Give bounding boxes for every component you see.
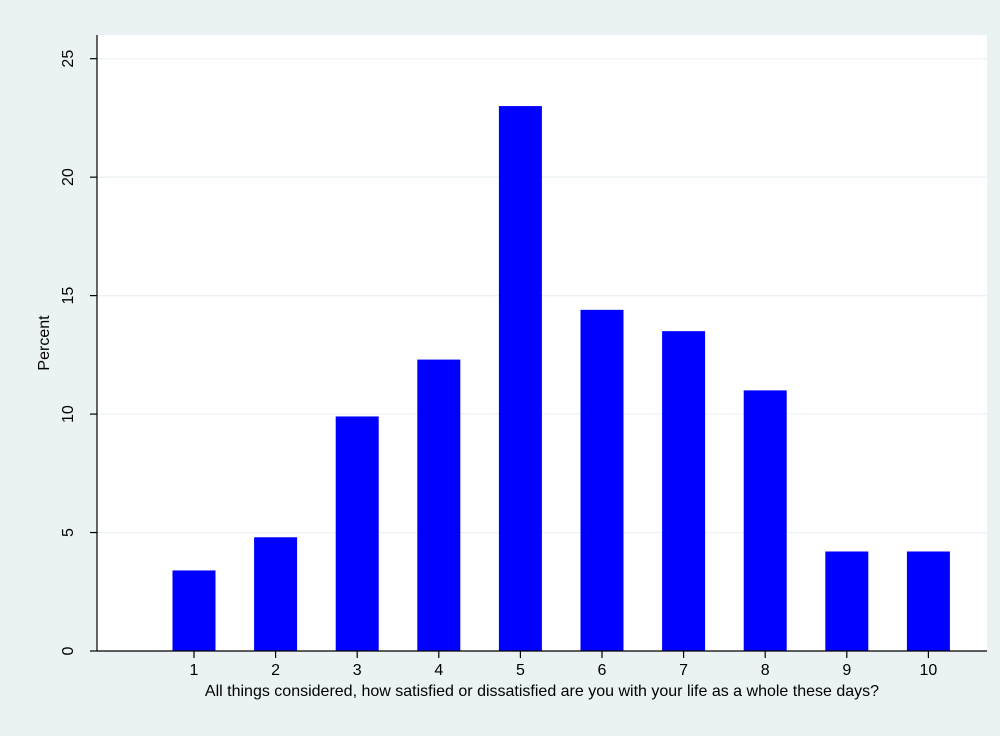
x-tick-label-4: 4 — [434, 662, 443, 679]
bar-2 — [254, 537, 298, 651]
bar-3 — [335, 416, 379, 651]
gridlines — [97, 58, 987, 534]
bar-7 — [662, 331, 706, 651]
x-tick-label-7: 7 — [679, 662, 688, 679]
bar-4 — [417, 359, 461, 651]
bar-8 — [743, 390, 787, 651]
x-tick-label-1: 1 — [190, 662, 199, 679]
x-tick-label-9: 9 — [842, 662, 851, 679]
y-tick-label-10: 10 — [60, 405, 77, 423]
x-tick-label-8: 8 — [761, 662, 770, 679]
x-tick-label-6: 6 — [598, 662, 607, 679]
x-axis-title: All things considered, how satisfied or … — [205, 683, 879, 700]
bars — [172, 106, 950, 652]
bar-10 — [906, 551, 950, 651]
y-tick-label-25: 25 — [60, 50, 77, 68]
bar-1 — [172, 570, 216, 651]
bar-6 — [580, 309, 624, 651]
bar-9 — [825, 551, 869, 651]
x-tick-label-3: 3 — [353, 662, 362, 679]
y-tick-label-15: 15 — [60, 287, 77, 305]
plot-area — [97, 35, 987, 651]
y-tick-label-0: 0 — [60, 646, 77, 655]
x-tick-label-5: 5 — [516, 662, 525, 679]
y-tick-label-5: 5 — [60, 528, 77, 537]
y-axis-title: Percent — [36, 315, 53, 371]
axes: 0 5 10 15 20 25 1 2 3 4 5 6 7 8 9 10 — [60, 35, 987, 679]
x-tick-label-2: 2 — [271, 662, 280, 679]
x-tick-label-10: 10 — [920, 662, 938, 679]
y-tick-label-20: 20 — [60, 168, 77, 186]
bar-5 — [498, 106, 542, 652]
